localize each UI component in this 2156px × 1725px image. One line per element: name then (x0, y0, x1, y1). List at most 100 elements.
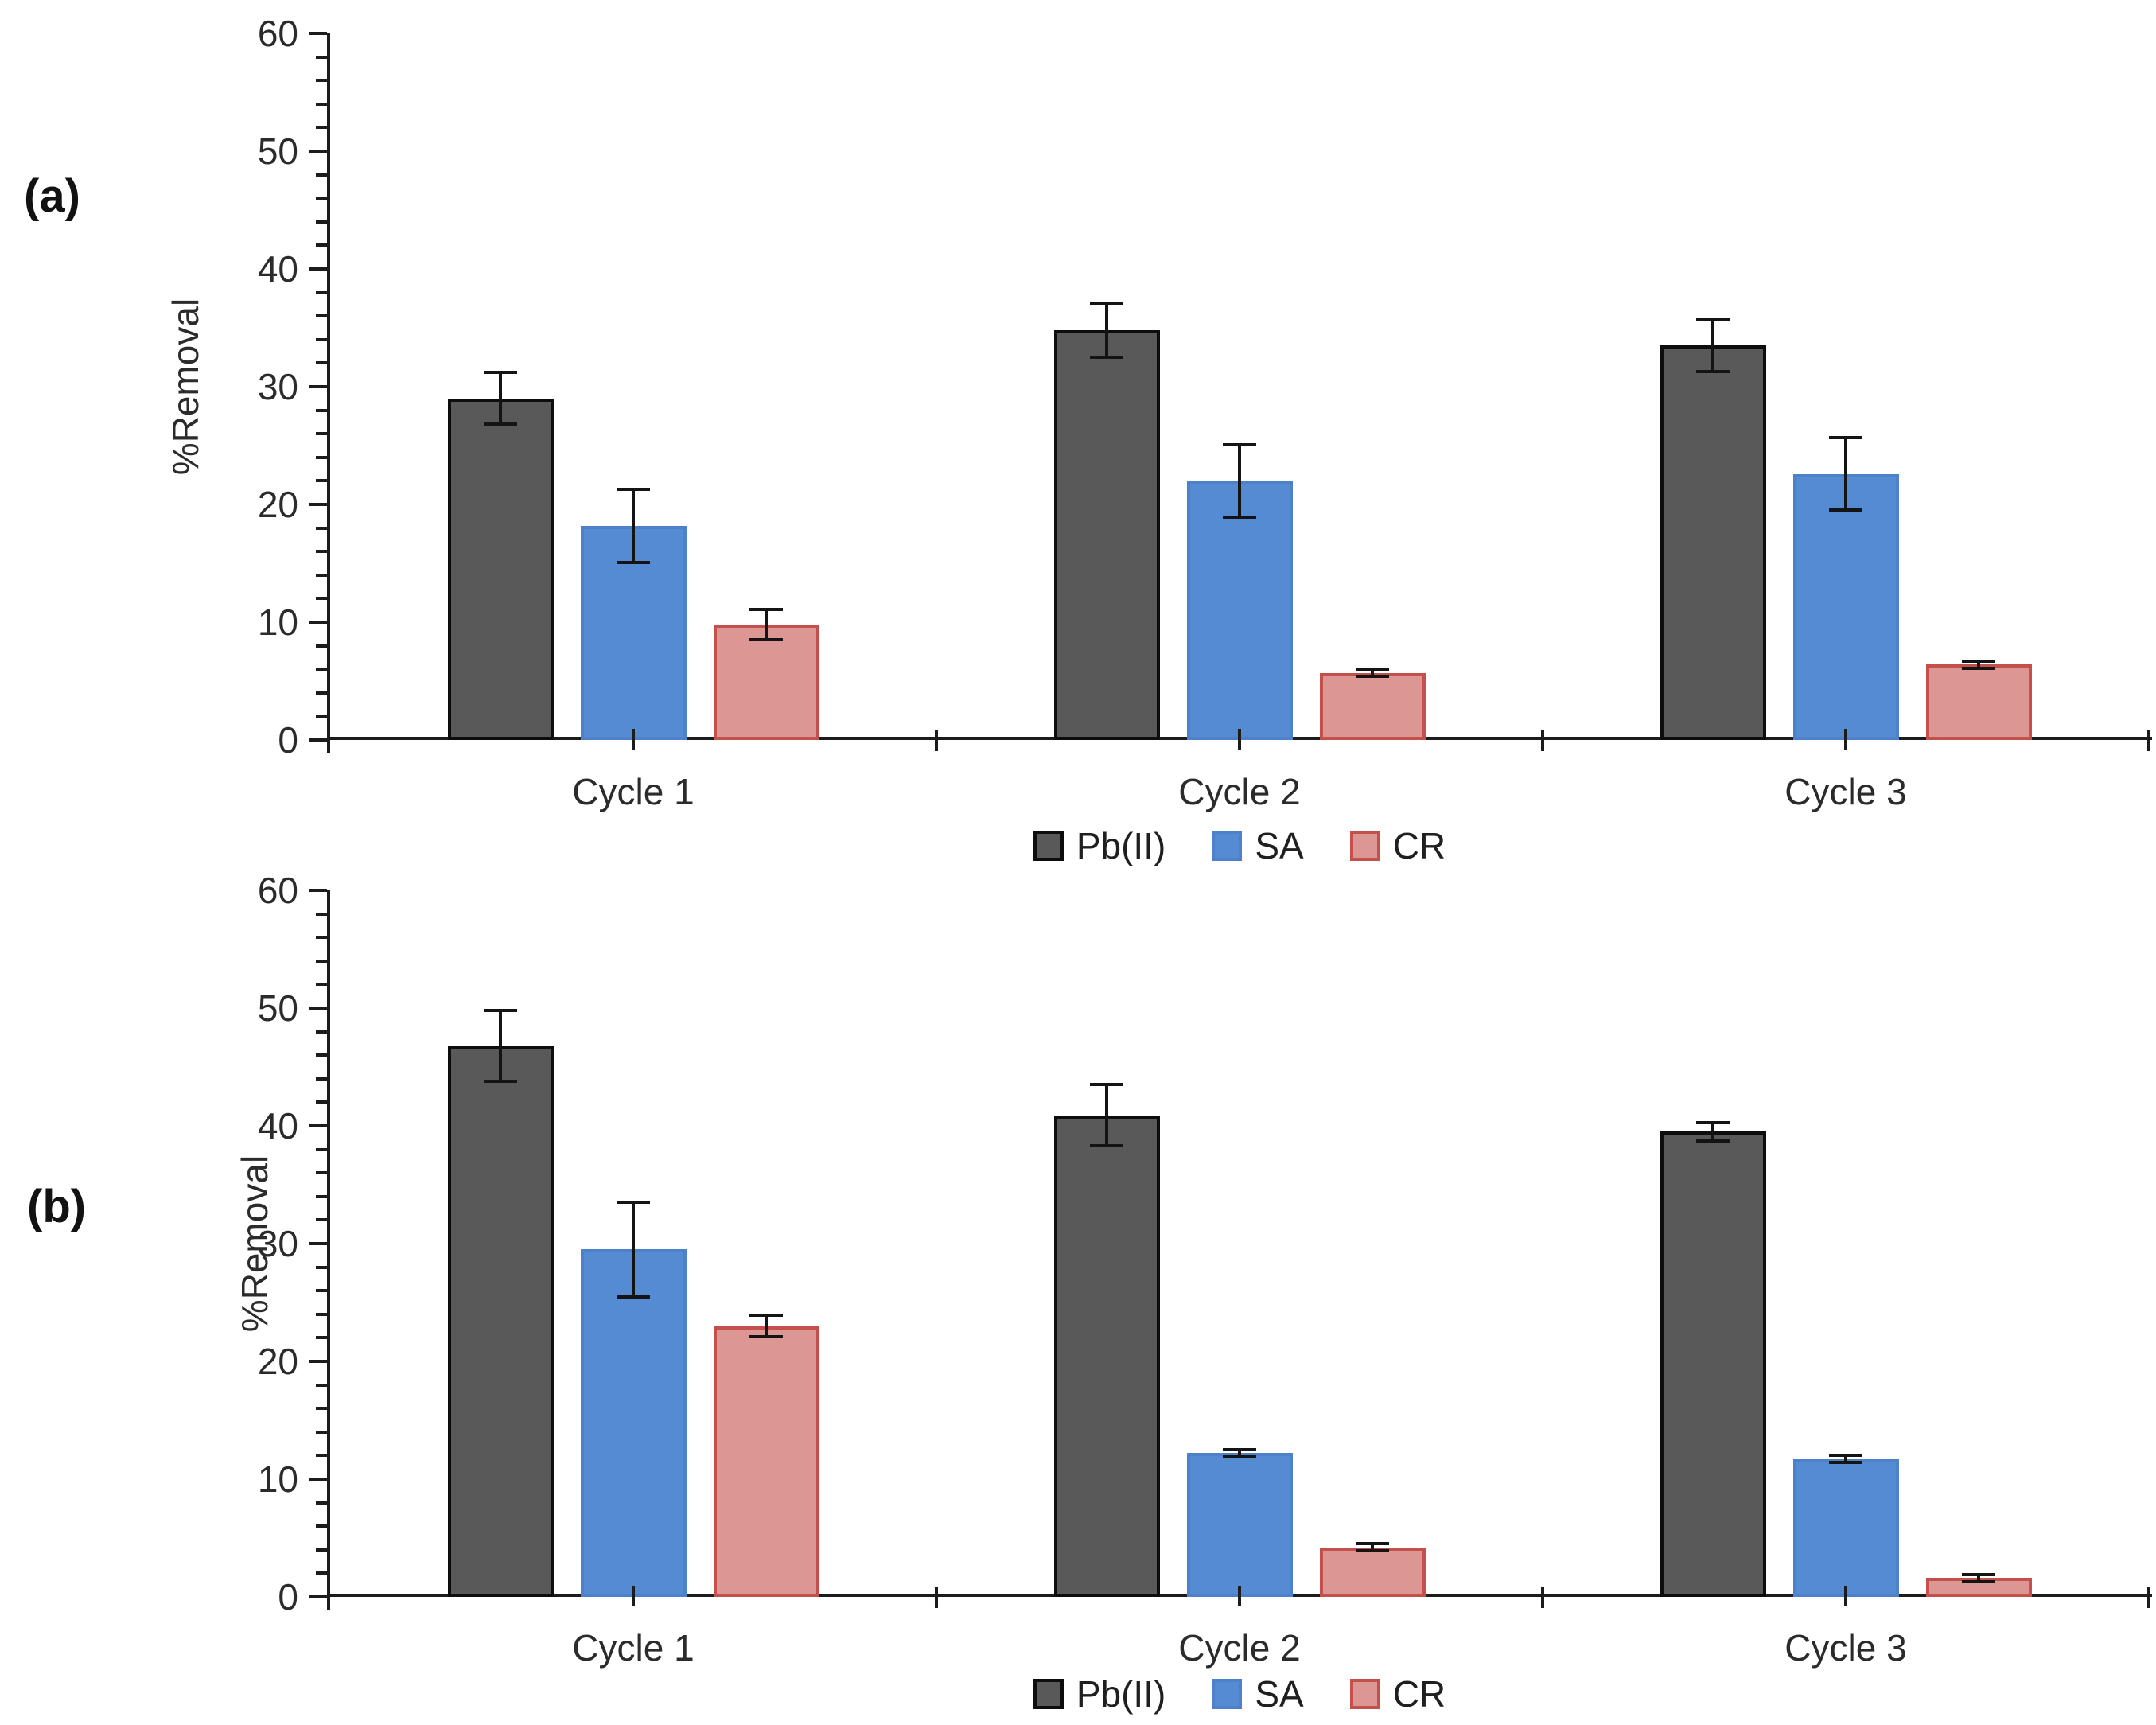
y-tick-minor (316, 573, 327, 577)
bar-cr-cycle-3 (1925, 664, 2032, 740)
error-bar-cap-top (1223, 1448, 1256, 1451)
error-bar-pb-ii-cycle-1 (499, 372, 502, 425)
y-tick-major (309, 1595, 327, 1598)
y-tick-major (309, 738, 327, 742)
y-tick-minor (316, 455, 327, 459)
x-axis-boundary-tick (2147, 1587, 2150, 1608)
x-axis-center-tick (1238, 729, 1241, 750)
error-bar-cap-top (1829, 1454, 1862, 1458)
error-bar-cap-bottom (484, 1079, 517, 1083)
x-axis-boundary-tick (1541, 730, 1544, 751)
y-tick-minor (316, 1194, 327, 1198)
legend-item-cr: CR (1349, 1676, 1446, 1712)
error-bar-cap-bottom (1356, 675, 1389, 679)
error-bar-cr-cycle-2 (1371, 1544, 1374, 1552)
legend-item-sa: SA (1212, 827, 1304, 864)
y-tick-label: 40 (257, 1105, 298, 1147)
bar-sa-cycle-2 (1186, 1453, 1293, 1597)
y-tick-minor (316, 1100, 327, 1104)
y-tick-minor (316, 526, 327, 530)
y-tick-minor (316, 408, 327, 412)
y-tick-minor (316, 173, 327, 177)
panel-b-label: (b) (27, 1181, 87, 1232)
x-axis-boundary-tick (935, 730, 938, 751)
category-axis-a: Cycle 1 Cycle 2 Cycle 3 (330, 770, 2149, 818)
error-bar-cap-bottom (484, 422, 517, 426)
y-tick-minor (316, 1524, 327, 1528)
error-bar-cap-bottom (1829, 508, 1862, 512)
error-bar-cap-top (1090, 301, 1123, 305)
x-axis-center-tick (1238, 1586, 1241, 1606)
y-tick-minor (316, 1312, 327, 1316)
y-tick-minor (316, 126, 327, 130)
error-bar-cap-bottom (1223, 516, 1256, 520)
y-tick-label: 30 (257, 366, 298, 407)
y-tick-minor (316, 1571, 327, 1575)
y-tick-minor (316, 597, 327, 601)
y-tick-minor (316, 1548, 327, 1552)
y-tick-label: 50 (257, 987, 298, 1029)
y-tick-minor (316, 1336, 327, 1340)
y-tick-minor (316, 936, 327, 940)
error-bar-cap-bottom (1356, 1549, 1389, 1553)
y-tick-minor (316, 1218, 327, 1222)
y-tick-minor (316, 197, 327, 201)
y-tick-minor (316, 644, 327, 648)
error-bar-cap-bottom (749, 1334, 783, 1338)
error-bar-cap-bottom (1090, 1144, 1123, 1148)
error-bar-cr-cycle-1 (765, 1315, 768, 1337)
error-bar-cap-top (617, 487, 650, 491)
error-bar-cap-bottom (617, 560, 650, 564)
error-bar-cap-bottom (1090, 356, 1123, 359)
error-bar-cap-top (1696, 317, 1730, 321)
error-bar-cap-bottom (1696, 1139, 1730, 1143)
y-tick-minor (316, 1430, 327, 1434)
error-bar-cap-top (1962, 659, 1995, 663)
category-label-cycle-3: Cycle 3 (1784, 771, 1907, 812)
error-bar-cap-top (1962, 1572, 1995, 1576)
error-bar-cap-top (749, 1314, 783, 1318)
y-tick-label: 40 (257, 248, 298, 290)
legend-label-cr: CR (1392, 825, 1446, 866)
y-tick-minor (316, 1454, 327, 1458)
y-tick-label: 30 (257, 1223, 298, 1264)
bar-pb-ii-cycle-2 (1053, 1115, 1160, 1597)
error-bar-sa-cycle-2 (1238, 444, 1241, 518)
y-tick-minor (316, 668, 327, 672)
y-tick-label: 10 (257, 602, 298, 643)
error-bar-cap-bottom (1696, 369, 1730, 373)
plot-area-b: 0 10 20 30 40 50 60 (258, 870, 2152, 1618)
category-label-cycle-2: Cycle 2 (1178, 771, 1301, 812)
error-bar-cap-bottom (617, 1295, 650, 1299)
y-tick-minor (316, 314, 327, 318)
y-tick-label: 60 (257, 13, 298, 54)
x-axis-center-tick (1844, 729, 1847, 750)
y-tick-minor (316, 337, 327, 341)
y-tick-minor (316, 1407, 327, 1411)
legend-swatch-pb-ii-icon (1033, 1679, 1064, 1709)
y-tick-minor (316, 959, 327, 963)
legend-b: Pb(II) SA CR (330, 1676, 2149, 1712)
bar-sa-cycle-3 (1792, 1458, 1899, 1597)
y-tick-major (309, 267, 327, 271)
bar-pb-ii-cycle-3 (1660, 1131, 1766, 1597)
y-tick-major (309, 32, 327, 35)
error-bar-cr-cycle-3 (1977, 1574, 1980, 1582)
y-tick-minor (316, 1171, 327, 1175)
bar-pb-ii-cycle-3 (1660, 345, 1766, 740)
legend-swatch-cr-icon (1349, 1679, 1380, 1709)
y-tick-minor (316, 479, 327, 483)
error-bar-sa-cycle-3 (1844, 1455, 1847, 1463)
y-tick-minor (316, 55, 327, 59)
y-tick-label: 0 (278, 719, 298, 761)
error-bar-pb-ii-cycle-3 (1711, 1122, 1714, 1142)
x-axis-center-tick (1844, 1586, 1847, 1606)
x-axis-boundary-tick (935, 1587, 938, 1608)
error-bar-cap-top (617, 1201, 650, 1205)
y-tick-minor (316, 1053, 327, 1057)
error-bar-sa-cycle-3 (1844, 437, 1847, 511)
y-tick-major (309, 1007, 327, 1010)
category-label-cycle-1: Cycle 1 (572, 1627, 695, 1669)
error-bar-cap-bottom (1962, 666, 1995, 670)
